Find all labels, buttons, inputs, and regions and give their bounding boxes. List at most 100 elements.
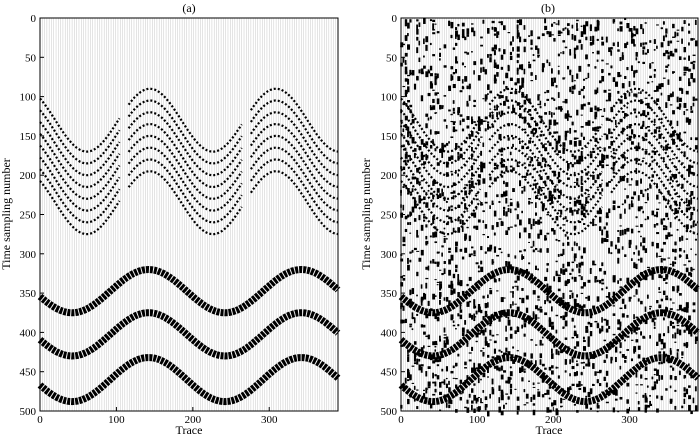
noise-sample [603,359,606,363]
noise-sample [635,245,638,250]
noise-sample [550,321,554,325]
noise-sample [585,172,589,176]
noise-sample [576,383,580,388]
noise-sample [688,68,691,72]
noise-sample [505,347,508,353]
noise-sample [548,111,551,115]
noise-sample [573,325,576,328]
noise-sample [507,319,511,326]
noise-sample [553,98,556,101]
noise-sample [667,64,670,67]
noise-sample [404,93,407,97]
noise-sample [407,354,410,357]
noise-sample [676,196,679,198]
noise-sample [681,26,684,32]
noise-sample [674,261,677,265]
noise-sample [480,119,483,125]
noise-sample [633,328,636,333]
noise-sample [690,171,694,175]
noise-sample [464,140,467,144]
noise-sample [402,102,406,106]
noise-sample [471,185,473,188]
noise-sample [530,396,533,402]
noise-sample [450,216,453,223]
noise-sample [500,170,503,174]
noise-sample [491,261,495,263]
noise-sample [674,271,678,273]
noise-sample [443,327,446,333]
noise-sample [587,64,590,67]
noise-sample [550,77,553,84]
noise-sample [576,178,579,182]
noise-sample [548,366,552,371]
noise-sample [690,272,693,278]
x-tick-label: 300 [621,414,638,426]
noise-sample [418,353,421,355]
noise-sample [455,241,458,246]
noise-sample [624,43,627,49]
noise-sample [407,257,409,264]
noise-sample [685,302,689,309]
noise-sample [505,165,508,169]
noise-sample [662,258,666,261]
noise-sample [635,326,639,331]
noise-sample [580,155,584,162]
noise-sample [507,376,511,383]
noise-sample [667,217,670,220]
noise-sample [434,92,438,96]
noise-sample [630,327,634,329]
noise-sample [548,386,552,389]
noise-sample [500,157,503,163]
noise-sample [605,99,608,102]
noise-sample [621,298,625,304]
noise-sample [676,133,680,140]
noise-sample [516,306,520,312]
noise-sample [672,91,674,97]
noise-sample [425,266,428,270]
noise-sample [626,349,630,351]
noise-sample [519,19,523,26]
noise-sample [580,362,584,364]
noise-sample [610,65,613,69]
noise-sample [532,313,535,319]
x-tick-label: 200 [185,414,202,426]
noise-sample [612,168,615,172]
noise-sample [450,74,453,76]
noise-sample [455,362,458,367]
noise-sample [630,65,633,72]
noise-sample [459,248,463,252]
noise-sample [452,190,456,194]
noise-sample [564,337,568,340]
noise-sample [653,317,657,320]
noise-sample [407,140,410,145]
noise-sample [633,262,636,269]
noise-sample [557,209,561,212]
upper-event [400,146,699,212]
y-tick-label: 0 [392,13,398,25]
noise-sample [562,77,566,79]
noise-sample [425,153,428,156]
noise-sample [404,228,408,233]
noise-sample [544,25,548,31]
noise-sample [576,264,578,268]
noise-sample [537,389,540,391]
noise-sample [434,261,437,264]
noise-sample [434,231,438,238]
noise-sample [544,276,548,282]
noise-sample [548,322,552,327]
noise-sample [619,213,622,219]
noise-sample [528,361,531,367]
noise-sample [690,374,693,379]
noise-sample [500,297,504,303]
noise-sample [646,385,649,388]
noise-sample [635,30,638,33]
noise-sample [569,202,572,204]
noise-sample [690,38,694,41]
noise-sample [585,296,588,299]
noise-sample [425,155,429,159]
noise-sample [637,401,640,405]
noise-sample [562,77,565,80]
noise-sample [450,314,454,320]
noise-sample [653,39,656,44]
